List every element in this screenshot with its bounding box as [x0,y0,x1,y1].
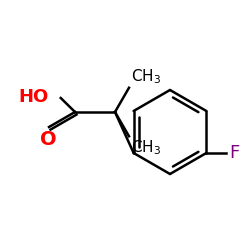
Text: HO: HO [18,88,49,106]
Text: CH$_3$: CH$_3$ [131,67,161,86]
Text: CH$_3$: CH$_3$ [131,138,161,157]
Text: O: O [40,130,56,149]
Text: F: F [229,144,239,162]
